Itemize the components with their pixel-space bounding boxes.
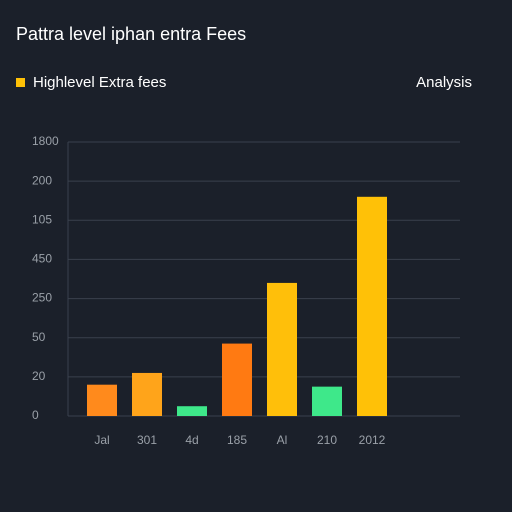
chart-title: Pattra level iphan entra Fees	[16, 24, 246, 44]
legend-label: Highlevel Extra fees	[33, 74, 166, 91]
bar	[312, 386, 342, 416]
y-tick-label: 200	[32, 173, 52, 187]
bar	[132, 372, 162, 416]
y-tick-label: 105	[32, 212, 52, 226]
bar	[267, 282, 297, 416]
x-tick-label: 2012	[359, 433, 386, 447]
bar	[357, 196, 387, 416]
x-tick-label: 210	[317, 433, 337, 447]
x-tick-label: Al	[277, 433, 288, 447]
bar	[222, 343, 252, 416]
bar	[177, 406, 207, 416]
side-label: Analysis	[416, 74, 472, 91]
bar	[87, 384, 117, 416]
y-tick-label: 250	[32, 291, 52, 305]
x-tick-label: 4d	[185, 433, 198, 447]
x-tick-label: 185	[227, 433, 247, 447]
y-tick-label: 450	[32, 252, 52, 266]
y-tick-label: 20	[32, 369, 46, 383]
y-tick-label: 50	[32, 330, 46, 344]
x-tick-label: Jal	[94, 433, 109, 447]
legend-swatch	[16, 78, 25, 87]
y-tick-label: 1800	[32, 134, 59, 148]
y-tick-label: 0	[32, 408, 39, 422]
x-tick-label: 301	[137, 433, 157, 447]
